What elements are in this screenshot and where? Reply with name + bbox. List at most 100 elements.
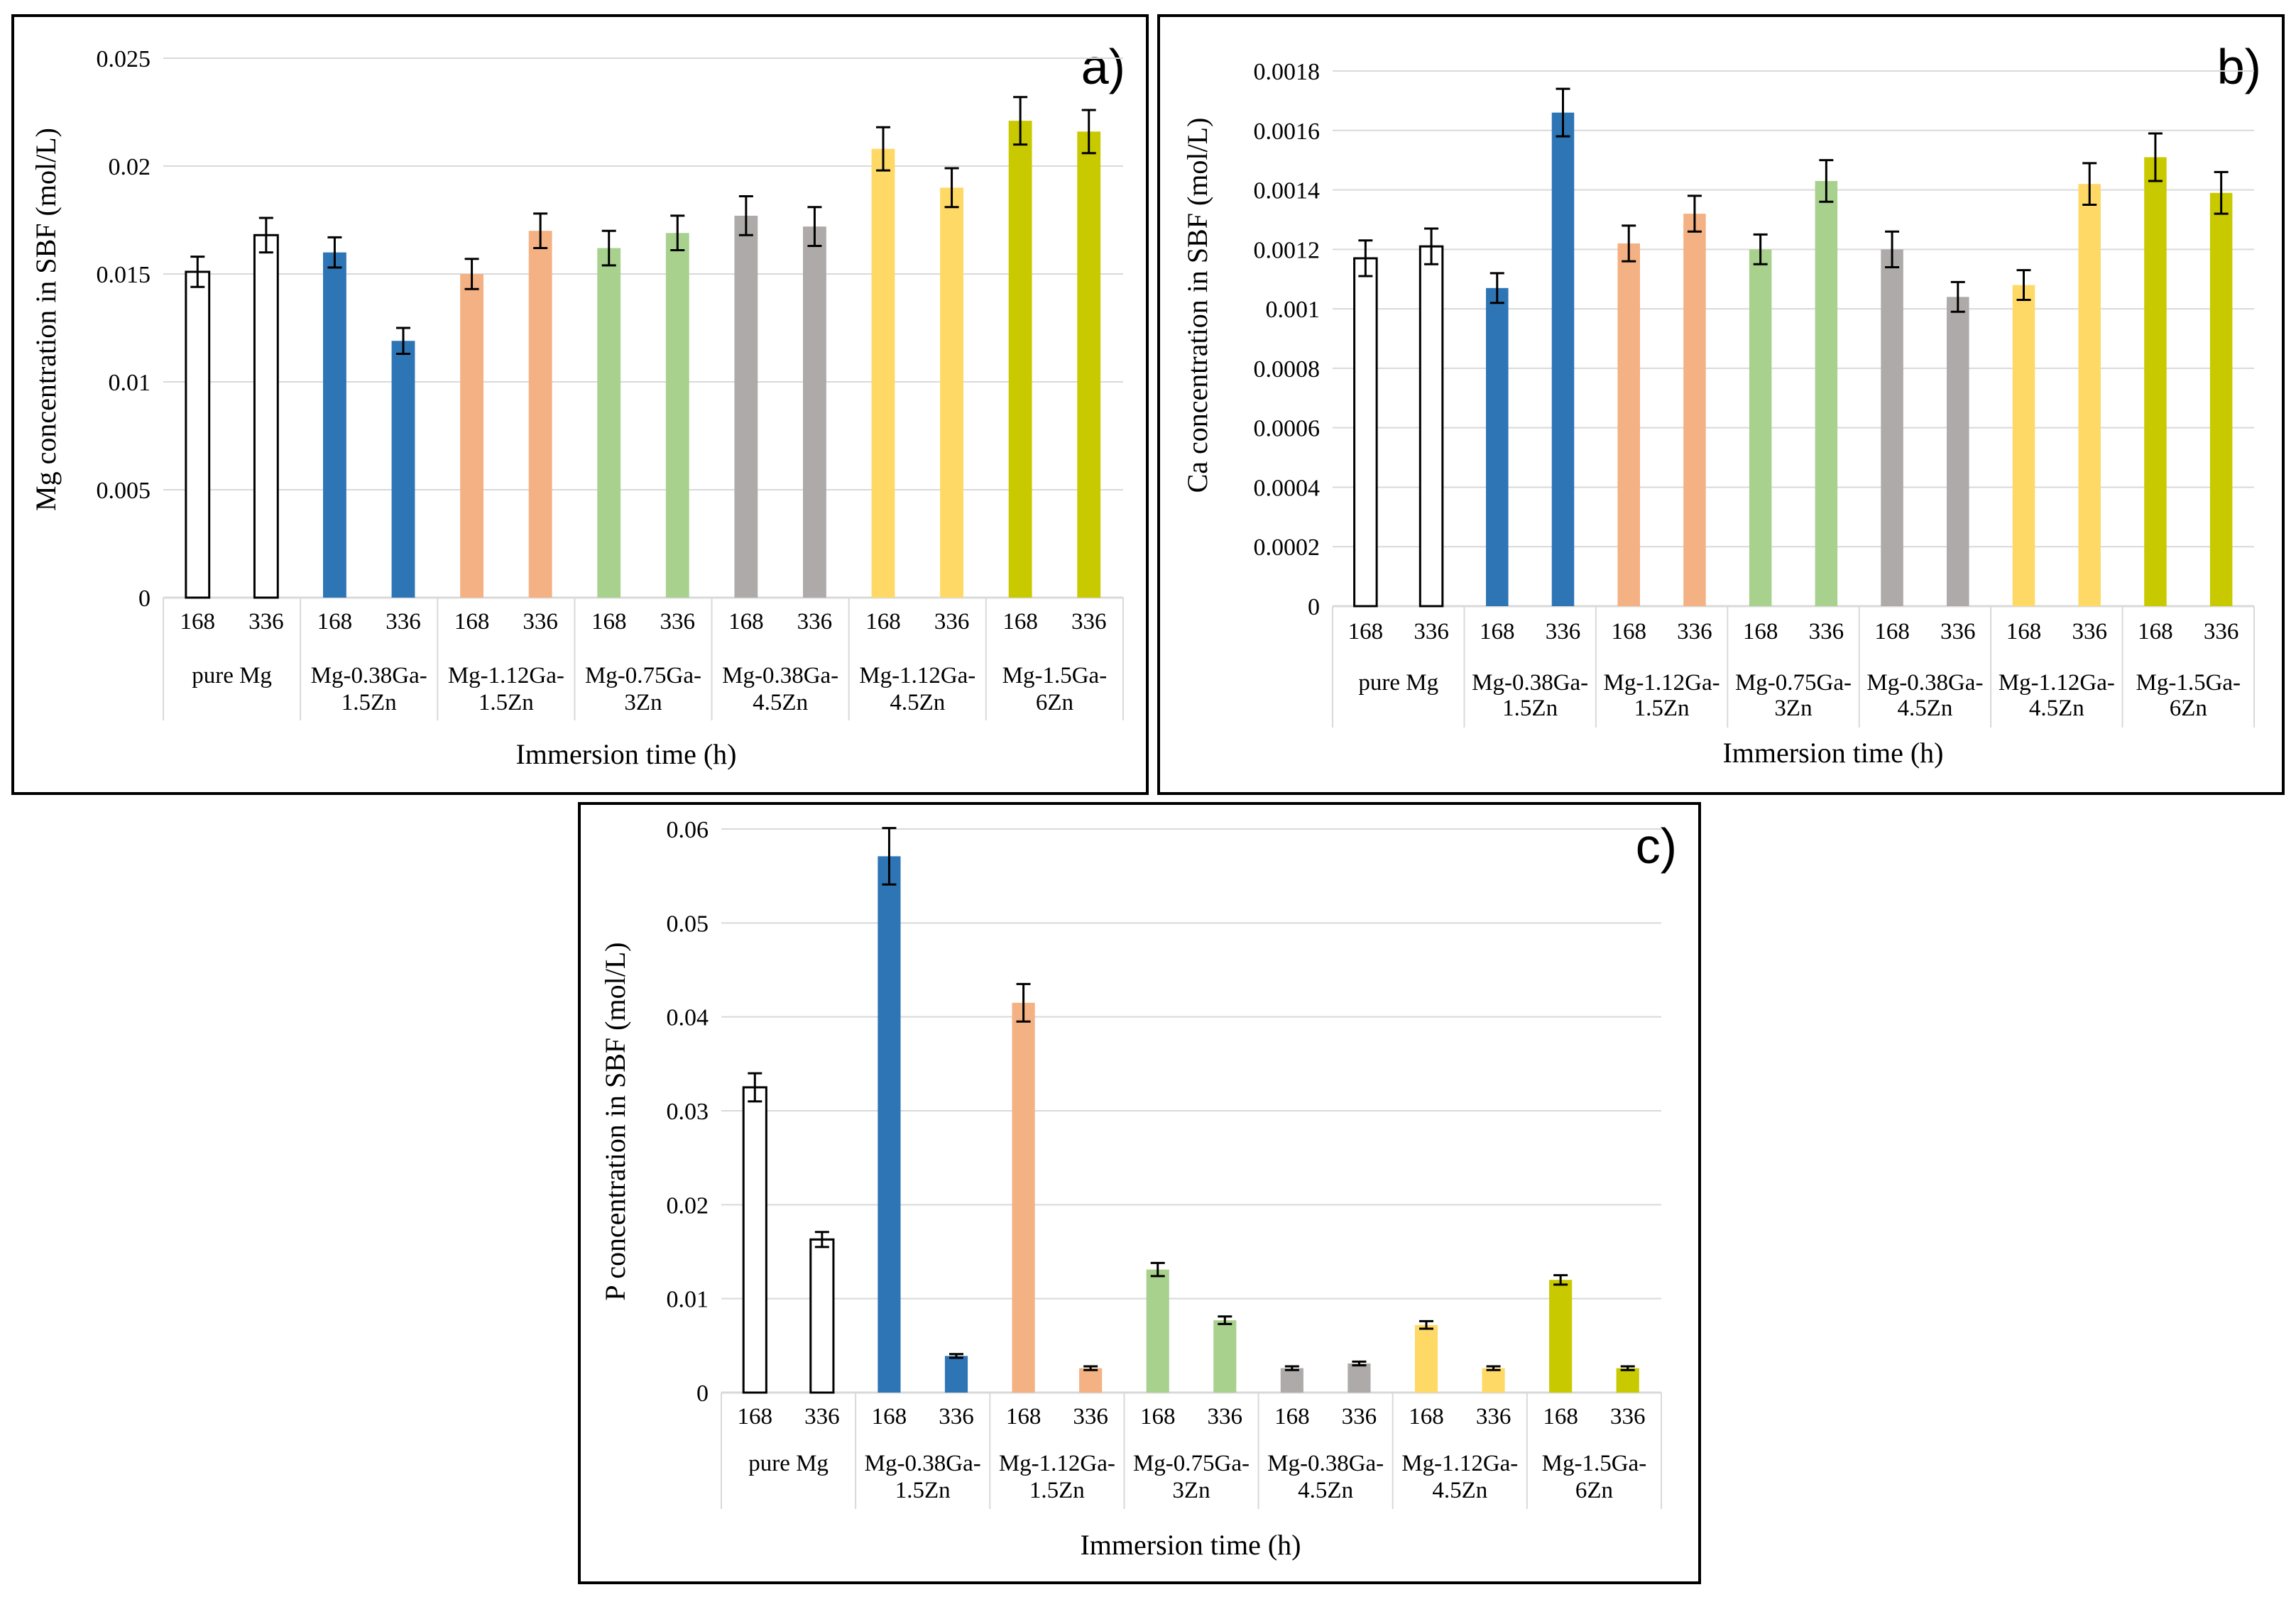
panel-b-label: b) — [2217, 39, 2261, 94]
panel-c-category-label: 3Zn — [1172, 1478, 1210, 1503]
panel-c-time-label: 168 — [872, 1404, 907, 1429]
panel-a-bar — [460, 274, 483, 598]
panel-b-y-tick-label: 0.0014 — [1254, 178, 1321, 204]
panel-c-label: c) — [1636, 818, 1677, 874]
panel-a-bar — [665, 233, 689, 598]
panel-a-y-tick-label: 0 — [138, 586, 151, 612]
panel-a-time-label: 336 — [797, 609, 833, 635]
panel-b-time-label: 168 — [1743, 619, 1778, 644]
panel-b-category-label: 4.5Zn — [1897, 696, 1952, 721]
panel-a-time-label: 168 — [865, 609, 901, 635]
panel-a-bar — [871, 148, 895, 598]
panel-c-bar — [944, 1356, 968, 1393]
panel-c-y-tick-label: 0.06 — [667, 817, 709, 843]
panel-a-bar — [253, 234, 279, 599]
panel-b-bar — [1551, 112, 1575, 607]
panel-c-bar — [878, 856, 901, 1393]
panel-b-category-label: Mg-1.12Ga- — [1604, 670, 1720, 696]
panel-b-y-tick-label: 0.0004 — [1254, 475, 1321, 501]
panel-b-time-label: 336 — [1546, 619, 1581, 644]
panel-b-bar — [1486, 287, 1509, 606]
panel-a-y-axis-title: Mg concentration in SBF (mol/L) — [30, 128, 62, 511]
panel-b-y-tick-label: 0.0006 — [1254, 416, 1321, 442]
panel-a-time-label: 336 — [1071, 609, 1107, 635]
panel-c-bar — [809, 1238, 835, 1394]
panel-b-time-label: 168 — [1348, 619, 1384, 644]
panel-b-category-label: pure Mg — [1358, 670, 1438, 696]
panel-c-category-label: pure Mg — [748, 1451, 829, 1476]
panel-a-y-tick-label: 0.02 — [109, 154, 151, 180]
panel-b-time-label: 168 — [2138, 619, 2173, 644]
panel-c-bar — [1616, 1368, 1639, 1393]
panel-c-time-label: 336 — [1073, 1404, 1108, 1429]
panel-c-time-label: 168 — [1409, 1404, 1444, 1429]
panel-b-bar — [1947, 297, 1969, 606]
panel-c-category-label: 6Zn — [1575, 1478, 1613, 1503]
panel-c-category-label: Mg-0.75Ga- — [1133, 1451, 1250, 1476]
panel-c-bar — [1213, 1320, 1237, 1393]
panel-c-time-label: 168 — [1543, 1404, 1578, 1429]
panel-a-bar — [185, 270, 211, 599]
panel-a-y-tick-label: 0.01 — [109, 370, 151, 396]
panel-b-bar — [2078, 184, 2101, 607]
panel-a-y-tick-label: 0.025 — [97, 46, 151, 72]
panel-a-category-label: 6Zn — [1036, 690, 1073, 715]
panel-a-time-label: 168 — [180, 609, 216, 635]
panel-c-time-label: 336 — [1476, 1404, 1511, 1429]
panel-b-time-label: 336 — [2072, 619, 2107, 644]
panel-a-bar — [391, 341, 415, 598]
panel-a-time-label: 336 — [248, 609, 284, 635]
panel-a: a) Mg concentration in SBF (mol/L) Immer… — [11, 14, 1149, 795]
panel-c-bar — [1079, 1368, 1103, 1393]
panel-c-category-label: Mg-0.38Ga- — [865, 1451, 981, 1476]
panel-b-category-label: Mg-1.5Ga- — [2136, 670, 2241, 696]
panel-b-time-label: 336 — [1414, 619, 1449, 644]
panel-a-bar — [734, 215, 758, 598]
panel-b-bar — [1683, 214, 1706, 607]
panel-c-bar — [742, 1086, 767, 1394]
panel-b-bar — [2012, 285, 2035, 606]
panel-a-category-label: 3Zn — [624, 690, 662, 715]
panel-a-category-label: Mg-1.12Ga- — [448, 663, 564, 688]
panel-b-bar — [1353, 257, 1378, 608]
panel-a-category-label: Mg-0.38Ga- — [311, 663, 427, 688]
panel-c-y-tick-label: 0.01 — [667, 1287, 709, 1313]
panel-c-time-label: 336 — [804, 1404, 840, 1429]
panel-c: c) P concentration in SBF (mol/L) Immers… — [578, 802, 1701, 1584]
panel-a-time-label: 336 — [523, 609, 558, 635]
panel-b-bar — [1617, 243, 1640, 606]
panel-c-y-tick-label: 0 — [696, 1381, 709, 1407]
panel-b-time-label: 168 — [1611, 619, 1646, 644]
panel-a-time-label: 336 — [934, 609, 970, 635]
panel-b-category-label: 4.5Zn — [2029, 696, 2084, 721]
panel-a-bar — [1008, 121, 1032, 598]
panel-c-y-tick-label: 0.05 — [667, 911, 709, 937]
panel-c-category-label: 4.5Zn — [1432, 1478, 1487, 1503]
panel-a-time-label: 168 — [591, 609, 627, 635]
panel-b-bar — [1881, 249, 1903, 606]
panel-b-time-label: 336 — [2204, 619, 2239, 644]
panel-b-y-tick-label: 0.0008 — [1254, 356, 1321, 383]
panel-c-category-label: 1.5Zn — [895, 1478, 951, 1503]
panel-b-bar — [1749, 249, 1772, 606]
panel-c-category-label: 1.5Zn — [1029, 1478, 1085, 1503]
panel-a-category-label: 4.5Zn — [753, 690, 808, 715]
panel-a-time-label: 336 — [660, 609, 696, 635]
panel-a-time-label: 168 — [728, 609, 764, 635]
panel-b-category-label: Mg-0.38Ga- — [1472, 670, 1588, 696]
panel-c-category-label: Mg-0.38Ga- — [1267, 1451, 1384, 1476]
panel-b-y-tick-label: 0.0016 — [1254, 119, 1321, 145]
panel-a-category-label: Mg-1.12Ga- — [859, 663, 975, 688]
panel-a-x-axis-title: Immersion time (h) — [515, 738, 736, 770]
panel-c-x-axis-title: Immersion time (h) — [1080, 1529, 1301, 1561]
panel-b-category-label: 1.5Zn — [1502, 696, 1558, 721]
panel-c-time-label: 336 — [1342, 1404, 1377, 1429]
panel-c-time-label: 168 — [1006, 1404, 1042, 1429]
panel-a-label: a) — [1081, 39, 1125, 94]
panel-a-category-label: 1.5Zn — [479, 690, 534, 715]
panel-b-category-label: Mg-0.75Ga- — [1735, 670, 1852, 696]
panel-a-category-label: Mg-1.5Ga- — [1002, 663, 1108, 688]
panel-b-time-label: 336 — [1940, 619, 1976, 644]
panel-b-category-label: Mg-1.12Ga- — [1999, 670, 2115, 696]
